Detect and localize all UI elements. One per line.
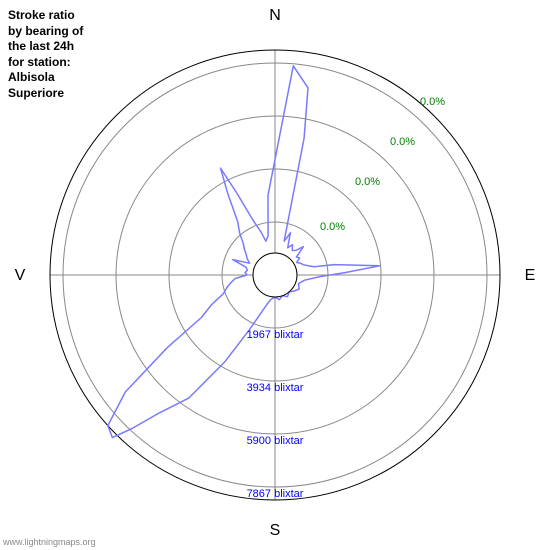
pct-label-3: 0.0% [420,96,445,108]
pct-label-0: 0.0% [320,221,345,233]
stroke-rose [108,66,380,438]
blix-label-2: 5900 blixtar [247,435,304,447]
cardinal-v: V [15,267,26,284]
blix-label-1: 3934 blixtar [247,382,304,394]
cardinal-e: E [525,267,536,284]
polar-chart: 0.0% 0.0% 0.0% 0.0% 1967 blixtar 3934 blixtar… [0,0,550,550]
pct-label-2: 0.0% [390,136,415,148]
cardinal-n: N [269,7,281,24]
pct-label-1: 0.0% [355,176,380,188]
center-circle [253,253,297,297]
blix-label-0: 1967 blixtar [247,329,304,341]
blix-label-3: 7867 blixtar [247,488,304,500]
cardinal-s: S [270,522,281,539]
